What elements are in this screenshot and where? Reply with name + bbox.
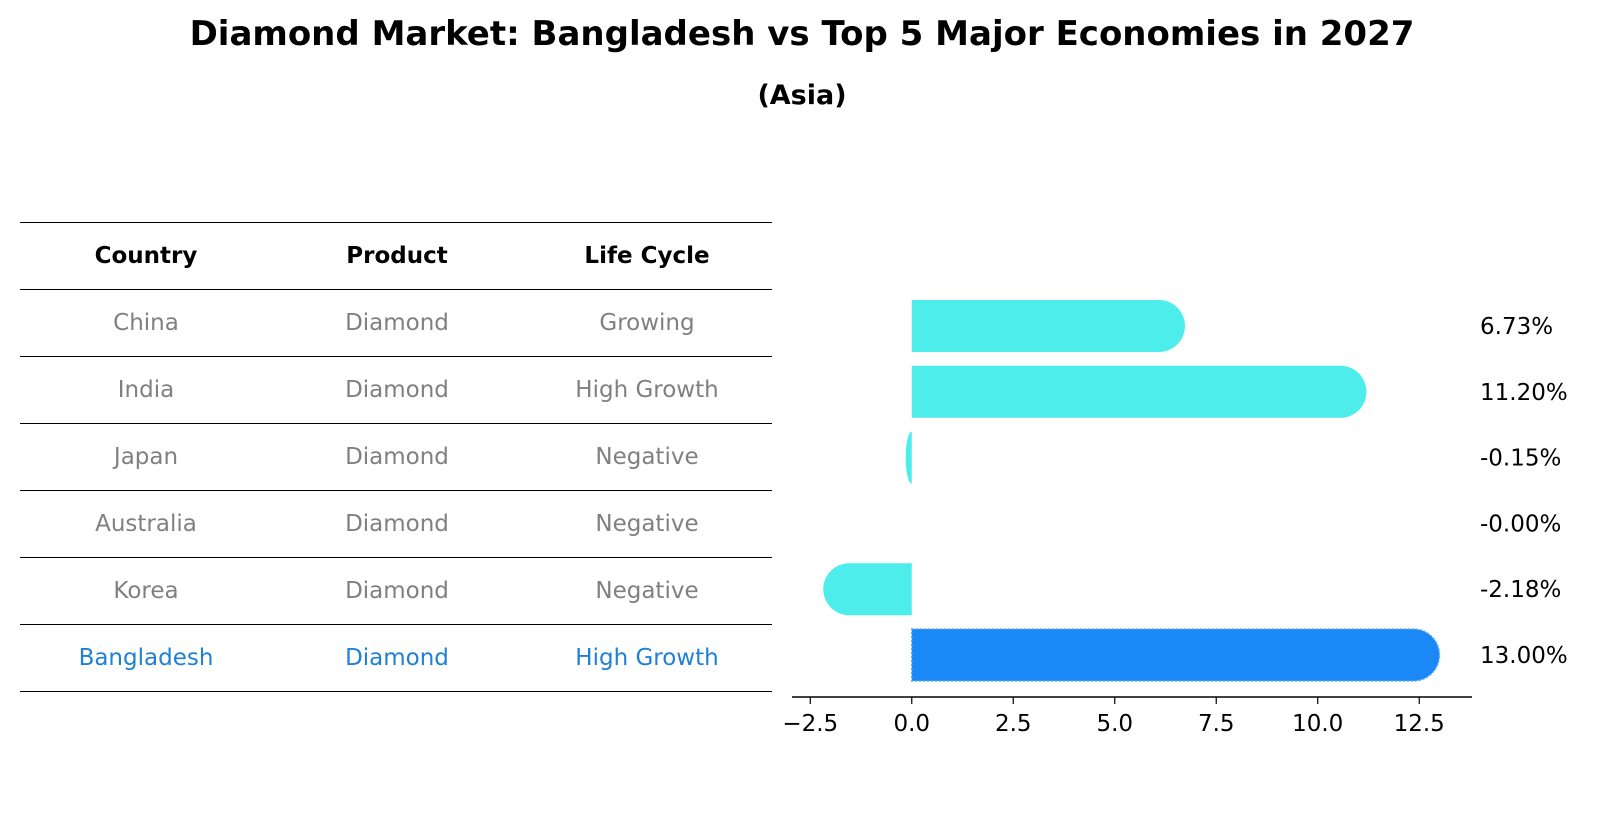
header-product: Product: [346, 243, 448, 269]
table-row: Japan Diamond Negative: [20, 423, 772, 490]
x-tick-label: 10.0: [1292, 711, 1343, 737]
cell-life-cycle: Growing: [599, 310, 695, 336]
cell-product: Diamond: [345, 377, 449, 403]
value-label-india: 11.20%: [1480, 380, 1568, 406]
cell-life-cycle: Negative: [595, 511, 699, 537]
x-tick-label: 12.5: [1394, 711, 1445, 737]
cell-life-cycle: Negative: [595, 444, 699, 470]
cell-product: Diamond: [345, 645, 449, 671]
cell-country: Korea: [113, 578, 179, 604]
bar-korea: [823, 563, 912, 616]
bar-india: [911, 365, 1367, 418]
cell-life-cycle: High Growth: [575, 377, 719, 403]
table-header-row: Country Product Life Cycle: [20, 222, 772, 289]
x-tick-label: 2.5: [995, 711, 1032, 737]
x-tick-label: −2.5: [782, 711, 838, 737]
cell-country: Bangladesh: [78, 645, 214, 671]
cell-product: Diamond: [345, 511, 449, 537]
value-label-japan: -0.15%: [1480, 446, 1561, 472]
table-row: India Diamond High Growth: [20, 356, 772, 423]
bar-bangladesh: [911, 628, 1441, 682]
cell-product: Diamond: [345, 444, 449, 470]
cell-life-cycle: High Growth: [575, 645, 719, 671]
cell-country: India: [117, 377, 175, 403]
cell-country: Japan: [113, 444, 179, 470]
value-label-bangladesh: 13.00%: [1480, 643, 1568, 669]
x-tick-label: 7.5: [1198, 711, 1235, 737]
header-life-cycle: Life Cycle: [584, 243, 710, 269]
value-label-korea: -2.18%: [1480, 577, 1561, 603]
table-row: Korea Diamond Negative: [20, 557, 772, 624]
bar-china: [911, 300, 1185, 352]
table-row: China Diamond Growing: [20, 289, 772, 356]
chart-title: Diamond Market: Bangladesh vs Top 5 Majo…: [189, 14, 1415, 54]
bar-japan: [905, 431, 912, 484]
cell-life-cycle: Negative: [595, 578, 699, 604]
cell-product: Diamond: [345, 310, 449, 336]
table-row: Australia Diamond Negative: [20, 490, 772, 557]
header-country: Country: [94, 243, 198, 269]
table-row-highlight: Bangladesh Diamond High Growth: [20, 624, 772, 692]
cell-product: Diamond: [345, 578, 449, 604]
cell-country: Australia: [95, 511, 197, 537]
value-label-australia: -0.00%: [1480, 511, 1561, 537]
x-tick-label: 5.0: [1096, 711, 1133, 737]
market-table: Country Product Life Cycle China Diamond…: [20, 222, 772, 692]
x-tick-label: 0.0: [893, 711, 930, 737]
cell-country: China: [113, 310, 179, 336]
chart-subtitle: (Asia): [757, 80, 847, 111]
value-label-china: 6.73%: [1480, 314, 1553, 340]
